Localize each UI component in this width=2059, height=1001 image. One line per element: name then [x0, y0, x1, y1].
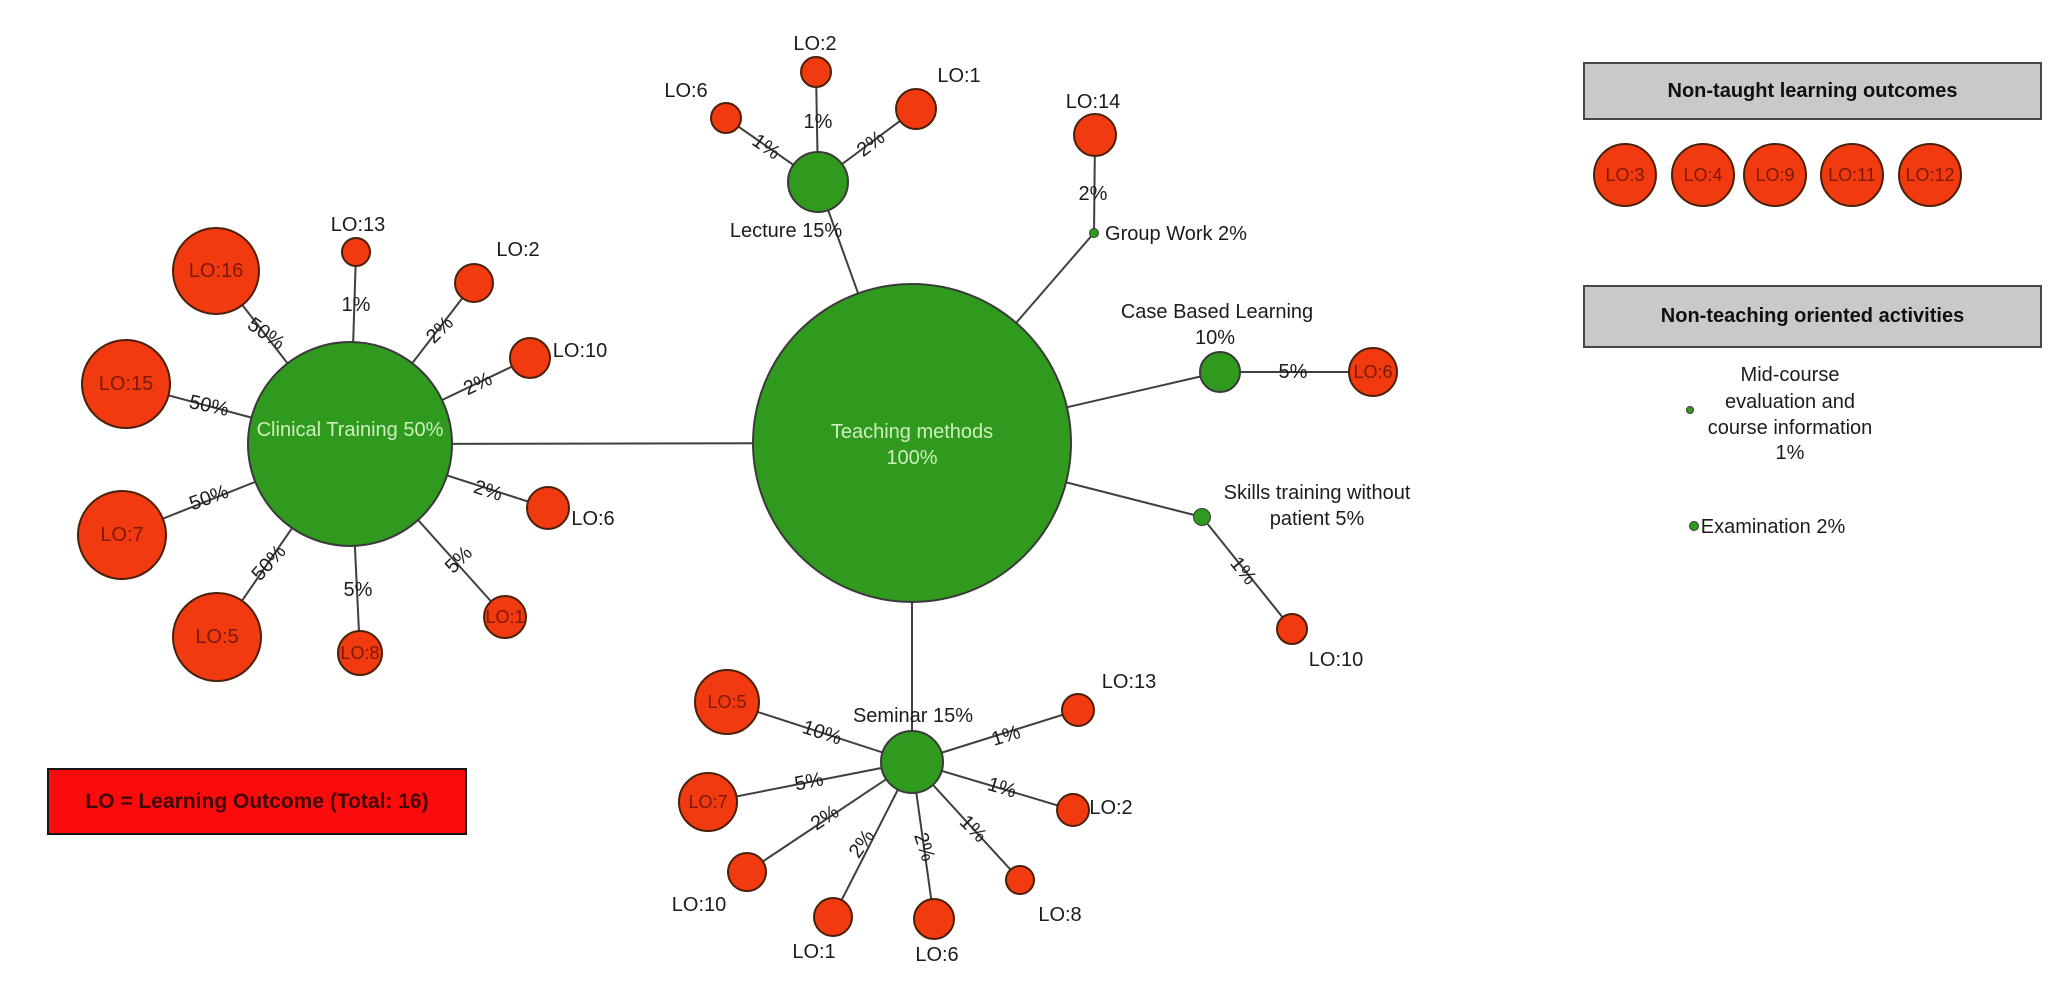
- mid-course-label: course information: [1707, 417, 1873, 439]
- lo-label: LO:6: [915, 944, 959, 966]
- node-clinical-lo7: LO:7: [77, 490, 167, 580]
- node-clinical-lo2: [454, 263, 494, 303]
- skills-training-label: Skills training without: [1223, 482, 1411, 504]
- node-lecture-lo6: [710, 102, 742, 134]
- node-mid-course-dot: [1686, 406, 1694, 414]
- node-legend-lo3: LO:3: [1593, 143, 1657, 207]
- teaching-methods-label: Teaching methods: [830, 421, 994, 443]
- footnote-box: LO = Learning Outcome (Total: 16): [47, 768, 467, 835]
- pct-label: 5%: [1278, 361, 1308, 383]
- lecture-label: Lecture 15%: [729, 220, 843, 242]
- mid-course-pct: 1%: [1775, 442, 1805, 464]
- node-lecture-lo2: [800, 56, 832, 88]
- examination-label: Examination 2%: [1700, 516, 1846, 538]
- node-clinical-lo13: [341, 237, 371, 267]
- edge-line: [1201, 516, 1293, 630]
- node-lecture-lo1: [895, 88, 937, 130]
- lo-label: LO:2: [496, 239, 540, 261]
- node-seminar-lo1: [813, 897, 853, 937]
- node-clinical-training: [247, 341, 453, 547]
- lo-label: LO:6: [664, 80, 708, 102]
- clinical-training-label: Clinical Training 50%: [256, 419, 444, 441]
- teaching-methods-pct: 100%: [886, 447, 938, 469]
- lo-label: LO:10: [552, 340, 608, 362]
- lo-label: LO:10: [1308, 649, 1364, 671]
- lo-label: LO:2: [793, 33, 837, 55]
- node-clinical-lo1: LO:1: [483, 595, 527, 639]
- node-cbl-lo6: LO:6: [1348, 347, 1398, 397]
- pct-label: 5%: [792, 768, 826, 796]
- node-case-based-learning: [1199, 351, 1241, 393]
- skills-training-label: patient 5%: [1269, 508, 1365, 530]
- node-seminar-lo10: [727, 852, 767, 892]
- lo-label: LO:1: [937, 65, 981, 87]
- pct-label: 2%: [1078, 183, 1108, 205]
- footnote-text: LO = Learning Outcome (Total: 16): [85, 789, 429, 813]
- lo-label: LO:6: [571, 508, 615, 530]
- node-clinical-lo10: [509, 337, 551, 379]
- edge-line: [707, 761, 913, 803]
- node-clinical-lo6: [526, 486, 570, 530]
- legend-non-taught-header: Non-taught learning outcomes: [1583, 62, 2042, 120]
- edge-line: [746, 761, 913, 873]
- lo-label: LO:13: [330, 214, 386, 236]
- lo-label: LO:13: [1101, 671, 1157, 693]
- node-groupwork-lo14: [1073, 113, 1117, 157]
- node-seminar-lo2: [1056, 793, 1090, 827]
- mid-course-label: Mid-course: [1740, 364, 1840, 386]
- node-legend-lo4: LO:4: [1671, 143, 1735, 207]
- lo-label: LO:2: [1089, 797, 1133, 819]
- node-lecture: [787, 151, 849, 213]
- pct-label: 1%: [803, 111, 833, 133]
- node-group-work: [1089, 228, 1099, 238]
- node-clinical-lo16: LO:16: [172, 227, 260, 315]
- node-seminar-lo8: [1005, 865, 1035, 895]
- lo-label: LO:1: [792, 941, 836, 963]
- node-skills-training: [1193, 508, 1211, 526]
- legend-non-taught-title: Non-taught learning outcomes: [1667, 79, 1958, 102]
- legend-non-teaching-header: Non-teaching oriented activities: [1583, 285, 2042, 348]
- case-based-learning-label: Case Based Learning: [1120, 301, 1314, 323]
- node-skills-lo10: [1276, 613, 1308, 645]
- node-seminar-lo13: [1061, 693, 1095, 727]
- pct-label: 1%: [341, 294, 371, 316]
- node-examination-dot: [1689, 521, 1699, 531]
- node-seminar-lo6: [913, 898, 955, 940]
- legend-non-teaching-title: Non-teaching oriented activities: [1660, 305, 1965, 327]
- node-seminar-lo5: LO:5: [694, 669, 760, 735]
- node-clinical-lo5: LO:5: [172, 592, 262, 682]
- pct-label: 10%: [1194, 327, 1236, 349]
- node-seminar: [880, 730, 944, 794]
- lo-label: LO:8: [1038, 904, 1082, 926]
- node-clinical-lo8: LO:8: [337, 630, 383, 676]
- mid-course-label: evaluation and: [1724, 391, 1856, 413]
- node-legend-lo12: LO:12: [1898, 143, 1962, 207]
- node-seminar-lo7: LO:7: [678, 772, 738, 832]
- node-legend-lo11: LO:11: [1820, 143, 1884, 207]
- seminar-label: Seminar 15%: [852, 705, 974, 727]
- node-legend-lo9: LO:9: [1743, 143, 1807, 207]
- group-work-label: Group Work 2%: [1105, 223, 1247, 245]
- lo-label: LO:10: [671, 894, 727, 916]
- pct-label: 5%: [343, 579, 373, 601]
- lo-label: LO:14: [1065, 91, 1121, 113]
- node-clinical-lo15: LO:15: [81, 339, 171, 429]
- node-teaching-methods: [752, 283, 1072, 603]
